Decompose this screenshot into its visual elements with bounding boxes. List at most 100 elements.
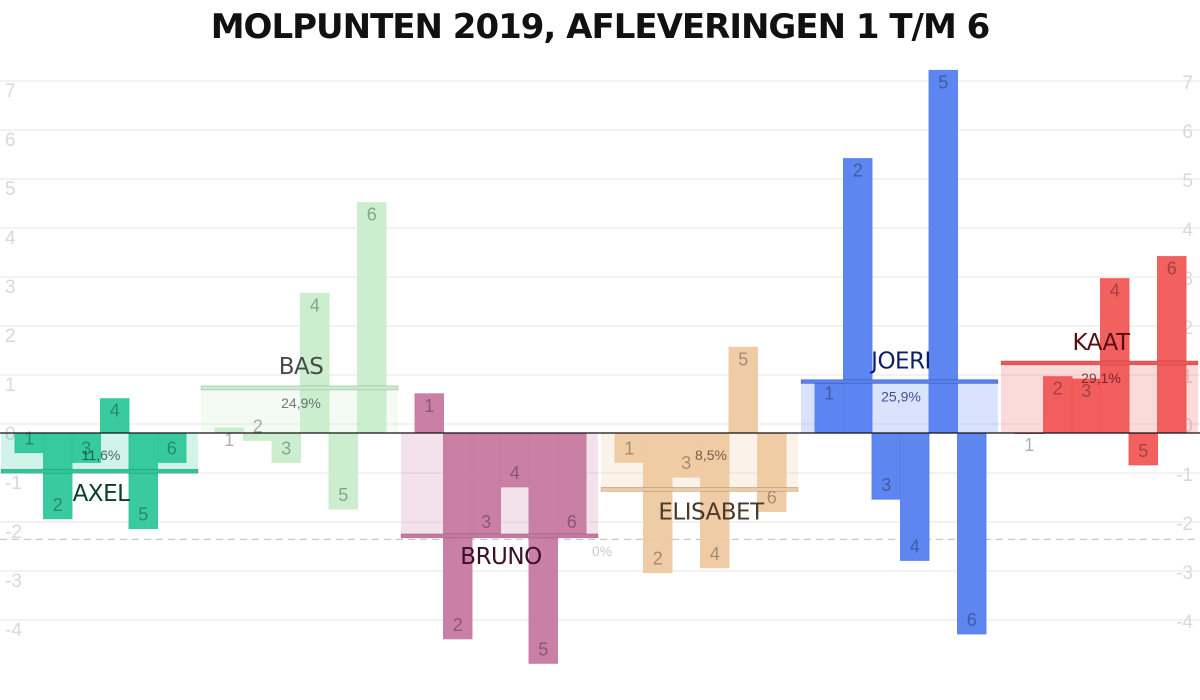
contestant-name: AXEL bbox=[73, 481, 131, 507]
bar bbox=[1100, 278, 1130, 434]
y-tick-label-right: 6 bbox=[1182, 122, 1193, 143]
bar bbox=[957, 432, 987, 635]
y-tick-label-left: 0 bbox=[5, 424, 16, 445]
contestant-group-bas: 123 4 5 6 BAS 24,9% bbox=[200, 202, 399, 510]
y-tick-label-right: -2 bbox=[1176, 514, 1193, 535]
bar-episode-label: 6 bbox=[967, 610, 977, 630]
bar bbox=[357, 202, 387, 434]
bar bbox=[328, 432, 358, 510]
average-line bbox=[0, 468, 199, 474]
bar bbox=[843, 158, 873, 434]
y-tick-label-right: -1 bbox=[1176, 465, 1193, 486]
bar-episode-label: 1 bbox=[824, 384, 834, 404]
bar bbox=[500, 432, 530, 488]
y-tick-label-right: 4 bbox=[1182, 220, 1193, 241]
percentage-label: 8,5% bbox=[695, 447, 727, 463]
y-axis-left-ticks: -4 -3 -2 -1 0 1 2 3 4 5 6 7 bbox=[5, 81, 22, 641]
bar-episode-label: 2 bbox=[453, 615, 463, 635]
bar-episode-label: 1 bbox=[224, 430, 234, 450]
percentage-label: 29,1% bbox=[1081, 370, 1121, 386]
bar bbox=[414, 393, 444, 434]
bar-episode-label: 1 bbox=[24, 429, 34, 449]
bar-episode-label: 4 bbox=[910, 536, 920, 556]
bar-episode-label: 2 bbox=[53, 495, 63, 515]
average-line bbox=[800, 379, 999, 384]
contestant-group-kaat: 1 2 3 4 5 6 KAAT 29,1% bbox=[1000, 256, 1199, 466]
bar-episode-label: 3 bbox=[281, 438, 291, 458]
bar bbox=[1043, 376, 1073, 434]
bar-episode-label: 6 bbox=[1167, 259, 1177, 279]
bar bbox=[900, 432, 930, 561]
y-tick-label-left: 3 bbox=[5, 277, 16, 298]
y-tick-label-right: 0 bbox=[1182, 416, 1193, 437]
percentage-label: 0% bbox=[592, 543, 612, 559]
bar-episode-label: 4 bbox=[310, 295, 320, 315]
bar-episode-label: 1 bbox=[424, 396, 434, 416]
bar-episode-label: 1 bbox=[1024, 435, 1034, 455]
average-line bbox=[600, 487, 799, 492]
bar-episode-label: 4 bbox=[110, 401, 120, 421]
y-tick-label-left: -4 bbox=[5, 620, 22, 641]
bar-episode-label: 3 bbox=[481, 512, 491, 532]
bar-episode-label: 6 bbox=[767, 487, 777, 507]
bar-episode-label: 6 bbox=[167, 438, 177, 458]
y-tick-label-left: 2 bbox=[5, 326, 16, 347]
y-tick-label-left: 4 bbox=[5, 228, 16, 249]
y-axis-right-ticks: -4 -3 -2 -1 0 1 2 3 4 5 6 7 bbox=[1176, 73, 1193, 633]
y-tick-label-left: 6 bbox=[5, 130, 16, 151]
bar bbox=[1071, 378, 1101, 434]
y-tick-label-right: -4 bbox=[1176, 612, 1193, 633]
bar bbox=[557, 432, 587, 537]
contestant-group-bruno: 1 2 3 4 5 6 BRUNO 0% bbox=[400, 393, 612, 664]
bar bbox=[928, 69, 958, 434]
bar-episode-label: 5 bbox=[738, 349, 748, 369]
grid-lines bbox=[0, 80, 1200, 621]
bar-episode-label: 3 bbox=[881, 475, 891, 495]
bar-episode-label: 2 bbox=[253, 416, 263, 436]
bar-episode-label: 1 bbox=[624, 438, 634, 458]
bar bbox=[100, 398, 130, 434]
average-line bbox=[200, 385, 399, 391]
contestant-name: ELISABET bbox=[658, 499, 765, 525]
bar-episode-label: 5 bbox=[1138, 441, 1148, 461]
bar-episode-label: 5 bbox=[938, 72, 948, 92]
contestant-name: BAS bbox=[279, 354, 324, 380]
contestant-name: JOERI bbox=[869, 349, 931, 375]
contestant-name: KAAT bbox=[1072, 330, 1131, 356]
y-tick-label-right: 7 bbox=[1182, 73, 1193, 94]
y-tick-label-right: 2 bbox=[1182, 318, 1193, 339]
y-tick-label-left: 1 bbox=[5, 375, 16, 396]
bar-episode-label: 4 bbox=[1110, 281, 1120, 301]
bar bbox=[757, 432, 787, 512]
bar-episode-label: 4 bbox=[510, 463, 520, 483]
bar-episode-label: 3 bbox=[1081, 381, 1091, 401]
bar bbox=[1157, 256, 1187, 434]
bar bbox=[614, 432, 644, 463]
bar bbox=[871, 432, 901, 500]
bar-episode-label: 5 bbox=[338, 485, 348, 505]
percentage-label: 24,9% bbox=[281, 395, 321, 411]
average-line bbox=[1000, 360, 1199, 366]
bar bbox=[471, 432, 501, 537]
bar-episode-label: 3 bbox=[681, 453, 691, 473]
contestant-name: BRUNO bbox=[460, 544, 541, 570]
bar bbox=[728, 346, 758, 434]
y-tick-label-right: -3 bbox=[1176, 563, 1193, 584]
contestant-group-joeri: 1 2 3 4 5 6 JOERI 25,9% bbox=[800, 69, 999, 635]
bar bbox=[128, 432, 158, 530]
bar bbox=[643, 432, 673, 574]
bar bbox=[43, 432, 73, 520]
bar-episode-label: 6 bbox=[367, 205, 377, 225]
y-tick-label-left: -2 bbox=[5, 522, 22, 543]
bar bbox=[528, 432, 558, 664]
contestant-group-axel: 1 2 34 5 6 AXEL 11,6% bbox=[0, 398, 199, 530]
bar-episode-label: 6 bbox=[567, 512, 577, 532]
bar-episode-label: 2 bbox=[653, 549, 663, 569]
y-tick-label-left: -3 bbox=[5, 571, 22, 592]
y-tick-label-left: 7 bbox=[5, 81, 16, 102]
bar-episode-label: 3 bbox=[81, 438, 91, 458]
y-tick-label-right: 5 bbox=[1182, 171, 1193, 192]
bar-episode-label: 2 bbox=[853, 161, 863, 181]
